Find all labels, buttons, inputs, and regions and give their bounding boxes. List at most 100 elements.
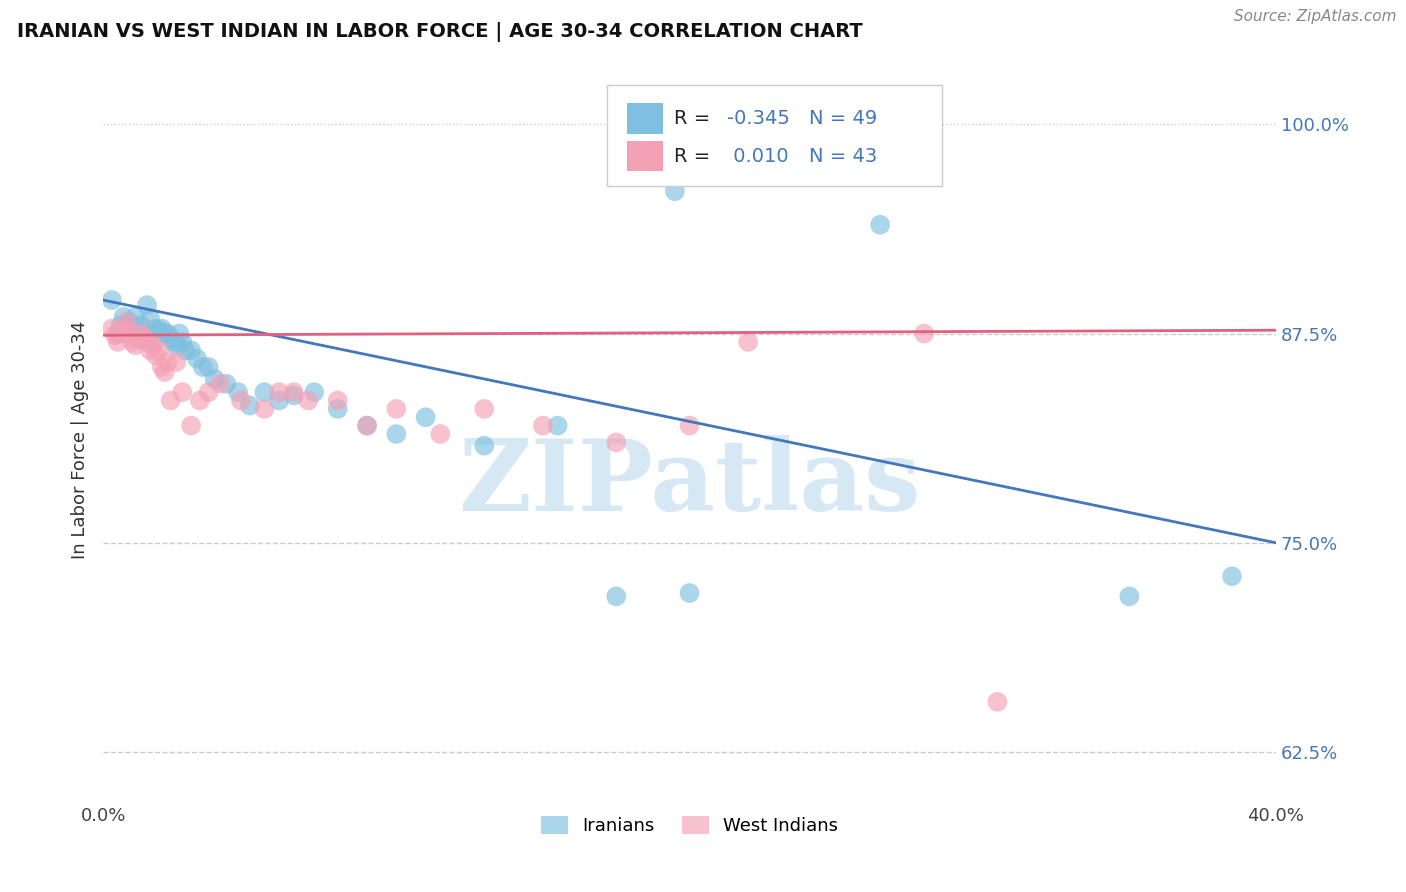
Point [869,218,891,232]
Point [678,418,700,433]
Point [547,418,569,433]
Point [104,328,127,343]
Point [356,418,378,433]
Point [121,334,143,349]
Point [186,351,208,366]
Point [107,334,129,349]
Point [326,401,349,416]
Point [124,338,146,352]
Text: ZIPatlas: ZIPatlas [458,434,921,532]
Point [148,323,170,337]
FancyBboxPatch shape [607,85,942,186]
Point [229,393,252,408]
Point [197,359,219,374]
Point [297,393,319,408]
Point [159,393,181,408]
Point [134,326,156,341]
Point [124,310,146,324]
FancyBboxPatch shape [627,141,662,171]
Point [531,418,554,433]
Point [101,293,124,307]
Point [145,348,167,362]
Point [253,385,276,400]
Point [605,435,627,450]
Point [165,355,187,369]
Text: 0.010: 0.010 [727,146,789,166]
Point [1220,569,1243,583]
Point [664,184,686,198]
Point [139,343,162,358]
Point [107,326,129,341]
Point [605,590,627,604]
Legend: Iranians, West Indians: Iranians, West Indians [531,806,848,844]
Point [150,321,173,335]
Point [429,427,451,442]
Point [737,334,759,349]
Text: N = 49: N = 49 [810,109,877,128]
Point [134,332,156,346]
Point [110,326,132,341]
Point [148,343,170,358]
Text: N = 43: N = 43 [810,146,877,166]
Point [267,385,290,400]
Point [129,326,152,341]
Point [226,385,249,400]
Point [101,321,124,335]
Point [356,418,378,433]
Point [118,325,141,339]
Point [136,334,159,349]
Point [153,326,176,341]
FancyBboxPatch shape [627,103,662,134]
Point [415,410,437,425]
Point [112,310,135,324]
Text: R =: R = [675,109,717,128]
Point [197,385,219,400]
Point [150,359,173,374]
Point [142,338,165,352]
Point [188,393,211,408]
Point [165,338,187,352]
Point [209,376,232,391]
Point [156,326,179,341]
Point [129,318,152,333]
Point [239,399,262,413]
Point [142,334,165,349]
Point [472,439,495,453]
Point [191,359,214,374]
Point [986,695,1008,709]
Point [180,418,202,433]
Text: Source: ZipAtlas.com: Source: ZipAtlas.com [1233,9,1396,24]
Point [118,315,141,329]
Point [156,355,179,369]
Point [302,385,325,400]
Point [678,586,700,600]
Point [912,326,935,341]
Point [162,334,184,349]
Point [121,321,143,335]
Point [385,401,408,416]
Point [174,343,197,358]
Point [1118,590,1140,604]
Point [127,325,149,339]
Point [253,401,276,416]
Point [204,372,226,386]
Point [159,332,181,346]
Point [283,385,305,400]
Point [136,298,159,312]
Text: -0.345: -0.345 [727,109,790,128]
Text: IRANIAN VS WEST INDIAN IN LABOR FORCE | AGE 30-34 CORRELATION CHART: IRANIAN VS WEST INDIAN IN LABOR FORCE | … [17,22,863,42]
Point [145,321,167,335]
Point [115,318,138,333]
Point [283,388,305,402]
Point [169,326,191,341]
Point [127,332,149,346]
Point [326,393,349,408]
Point [172,334,194,349]
Text: R =: R = [675,146,717,166]
Point [153,365,176,379]
Point [115,315,138,329]
Point [385,427,408,442]
Point [215,376,238,391]
Point [110,318,132,333]
Point [112,321,135,335]
